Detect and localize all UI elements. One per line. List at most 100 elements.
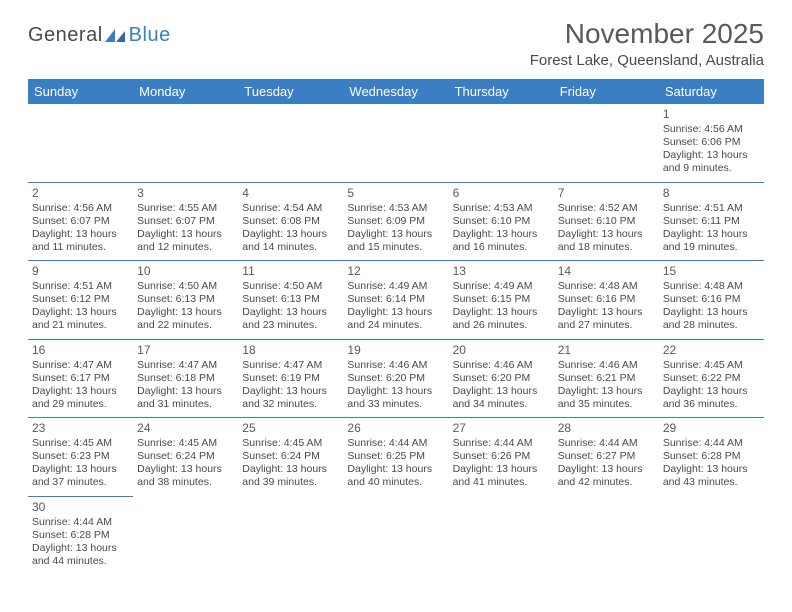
sunset-label: Sunset: — [242, 450, 281, 462]
daylight-line-1: Daylight: 13 hours — [453, 463, 550, 476]
sunset-line: Sunset: 6:13 PM — [137, 293, 234, 306]
calendar-cell-empty — [554, 496, 659, 574]
sunrise-line: Sunrise: 4:49 AM — [453, 280, 550, 293]
day-number: 18 — [242, 343, 339, 358]
daylight-line-1: Daylight: 13 hours — [347, 306, 444, 319]
calendar-cell: 24Sunrise: 4:45 AMSunset: 6:24 PMDayligh… — [133, 418, 238, 497]
sunset-value: 6:20 PM — [386, 372, 425, 384]
sunrise-line: Sunrise: 4:55 AM — [137, 202, 234, 215]
sunrise-line: Sunrise: 4:46 AM — [453, 359, 550, 372]
sunset-line: Sunset: 6:18 PM — [137, 372, 234, 385]
sunrise-value: 4:44 AM — [494, 437, 533, 449]
sunrise-value: 4:50 AM — [179, 280, 218, 292]
sunset-value: 6:20 PM — [491, 372, 530, 384]
sunset-value: 6:12 PM — [71, 293, 110, 305]
daylight-label: Daylight: — [663, 385, 707, 397]
sunrise-line: Sunrise: 4:47 AM — [32, 359, 129, 372]
daylight-value-1: 13 hours — [601, 385, 642, 397]
daylight-value-1: 13 hours — [181, 306, 222, 318]
day-number: 13 — [453, 264, 550, 279]
daylight-label: Daylight: — [453, 385, 497, 397]
weekday-header: Monday — [133, 79, 238, 104]
day-number: 23 — [32, 421, 129, 436]
sunset-line: Sunset: 6:20 PM — [347, 372, 444, 385]
sunrise-label: Sunrise: — [453, 437, 494, 449]
daylight-value-1: 13 hours — [286, 306, 327, 318]
sunset-label: Sunset: — [453, 450, 492, 462]
daylight-value-1: 13 hours — [76, 463, 117, 475]
sunrise-label: Sunrise: — [663, 280, 704, 292]
sunset-value: 6:11 PM — [701, 215, 739, 227]
sunset-line: Sunset: 6:07 PM — [32, 215, 129, 228]
calendar-row: 23Sunrise: 4:45 AMSunset: 6:23 PMDayligh… — [28, 418, 764, 497]
daylight-line-1: Daylight: 13 hours — [453, 228, 550, 241]
weekday-header-row: SundayMondayTuesdayWednesdayThursdayFrid… — [28, 79, 764, 104]
sunset-label: Sunset: — [32, 529, 71, 541]
sunset-line: Sunset: 6:28 PM — [663, 450, 760, 463]
daylight-label: Daylight: — [663, 149, 707, 161]
sunset-label: Sunset: — [32, 450, 71, 462]
calendar-cell-empty — [238, 496, 343, 574]
sunset-line: Sunset: 6:23 PM — [32, 450, 129, 463]
calendar-cell: 25Sunrise: 4:45 AMSunset: 6:24 PMDayligh… — [238, 418, 343, 497]
daylight-label: Daylight: — [137, 228, 181, 240]
sunset-label: Sunset: — [558, 450, 597, 462]
calendar-cell: 2Sunrise: 4:56 AMSunset: 6:07 PMDaylight… — [28, 182, 133, 261]
sunset-value: 6:16 PM — [701, 293, 740, 305]
sunrise-line: Sunrise: 4:47 AM — [137, 359, 234, 372]
daylight-line-2: and 11 minutes. — [32, 241, 129, 254]
daylight-line-2: and 36 minutes. — [663, 398, 760, 411]
daylight-value-1: 13 hours — [391, 306, 432, 318]
sunrise-label: Sunrise: — [32, 202, 73, 214]
sunset-label: Sunset: — [242, 372, 281, 384]
sunset-value: 6:18 PM — [176, 372, 215, 384]
daylight-value-1: 13 hours — [286, 228, 327, 240]
day-number: 25 — [242, 421, 339, 436]
sunrise-line: Sunrise: 4:44 AM — [32, 516, 129, 529]
sunset-label: Sunset: — [663, 293, 702, 305]
daylight-line-1: Daylight: 13 hours — [32, 306, 129, 319]
sunrise-label: Sunrise: — [453, 202, 494, 214]
calendar-cell: 7Sunrise: 4:52 AMSunset: 6:10 PMDaylight… — [554, 182, 659, 261]
sunset-value: 6:13 PM — [176, 293, 215, 305]
day-number: 30 — [32, 500, 129, 515]
sunrise-value: 4:50 AM — [284, 280, 323, 292]
day-number: 26 — [347, 421, 444, 436]
day-number: 9 — [32, 264, 129, 279]
daylight-line-1: Daylight: 13 hours — [453, 306, 550, 319]
daylight-label: Daylight: — [558, 306, 602, 318]
calendar-cell: 29Sunrise: 4:44 AMSunset: 6:28 PMDayligh… — [659, 418, 764, 497]
daylight-label: Daylight: — [242, 463, 286, 475]
daylight-value-1: 13 hours — [286, 385, 327, 397]
sunrise-line: Sunrise: 4:52 AM — [558, 202, 655, 215]
calendar-cell: 15Sunrise: 4:48 AMSunset: 6:16 PMDayligh… — [659, 261, 764, 340]
sunrise-value: 4:56 AM — [73, 202, 112, 214]
daylight-line-2: and 22 minutes. — [137, 319, 234, 332]
calendar-cell: 9Sunrise: 4:51 AMSunset: 6:12 PMDaylight… — [28, 261, 133, 340]
sunset-line: Sunset: 6:11 PM — [663, 215, 760, 228]
weekday-header: Sunday — [28, 79, 133, 104]
page-title: November 2025 — [530, 18, 764, 50]
day-number: 7 — [558, 186, 655, 201]
sunrise-value: 4:53 AM — [389, 202, 428, 214]
sunset-label: Sunset: — [663, 372, 702, 384]
sunset-line: Sunset: 6:15 PM — [453, 293, 550, 306]
sunset-line: Sunset: 6:21 PM — [558, 372, 655, 385]
calendar-cell-empty — [449, 104, 554, 182]
sunrise-line: Sunrise: 4:44 AM — [453, 437, 550, 450]
daylight-value-1: 13 hours — [496, 463, 537, 475]
calendar-cell: 6Sunrise: 4:53 AMSunset: 6:10 PMDaylight… — [449, 182, 554, 261]
daylight-line-1: Daylight: 13 hours — [347, 228, 444, 241]
sunrise-label: Sunrise: — [137, 359, 178, 371]
day-number: 14 — [558, 264, 655, 279]
sunset-label: Sunset: — [242, 215, 281, 227]
day-number: 12 — [347, 264, 444, 279]
calendar-cell: 3Sunrise: 4:55 AMSunset: 6:07 PMDaylight… — [133, 182, 238, 261]
daylight-label: Daylight: — [663, 228, 707, 240]
sunrise-label: Sunrise: — [137, 437, 178, 449]
sunrise-label: Sunrise: — [242, 280, 283, 292]
sunrise-value: 4:48 AM — [704, 280, 743, 292]
daylight-line-1: Daylight: 13 hours — [558, 385, 655, 398]
calendar-row: 1Sunrise: 4:56 AMSunset: 6:06 PMDaylight… — [28, 104, 764, 182]
daylight-value-1: 13 hours — [601, 306, 642, 318]
